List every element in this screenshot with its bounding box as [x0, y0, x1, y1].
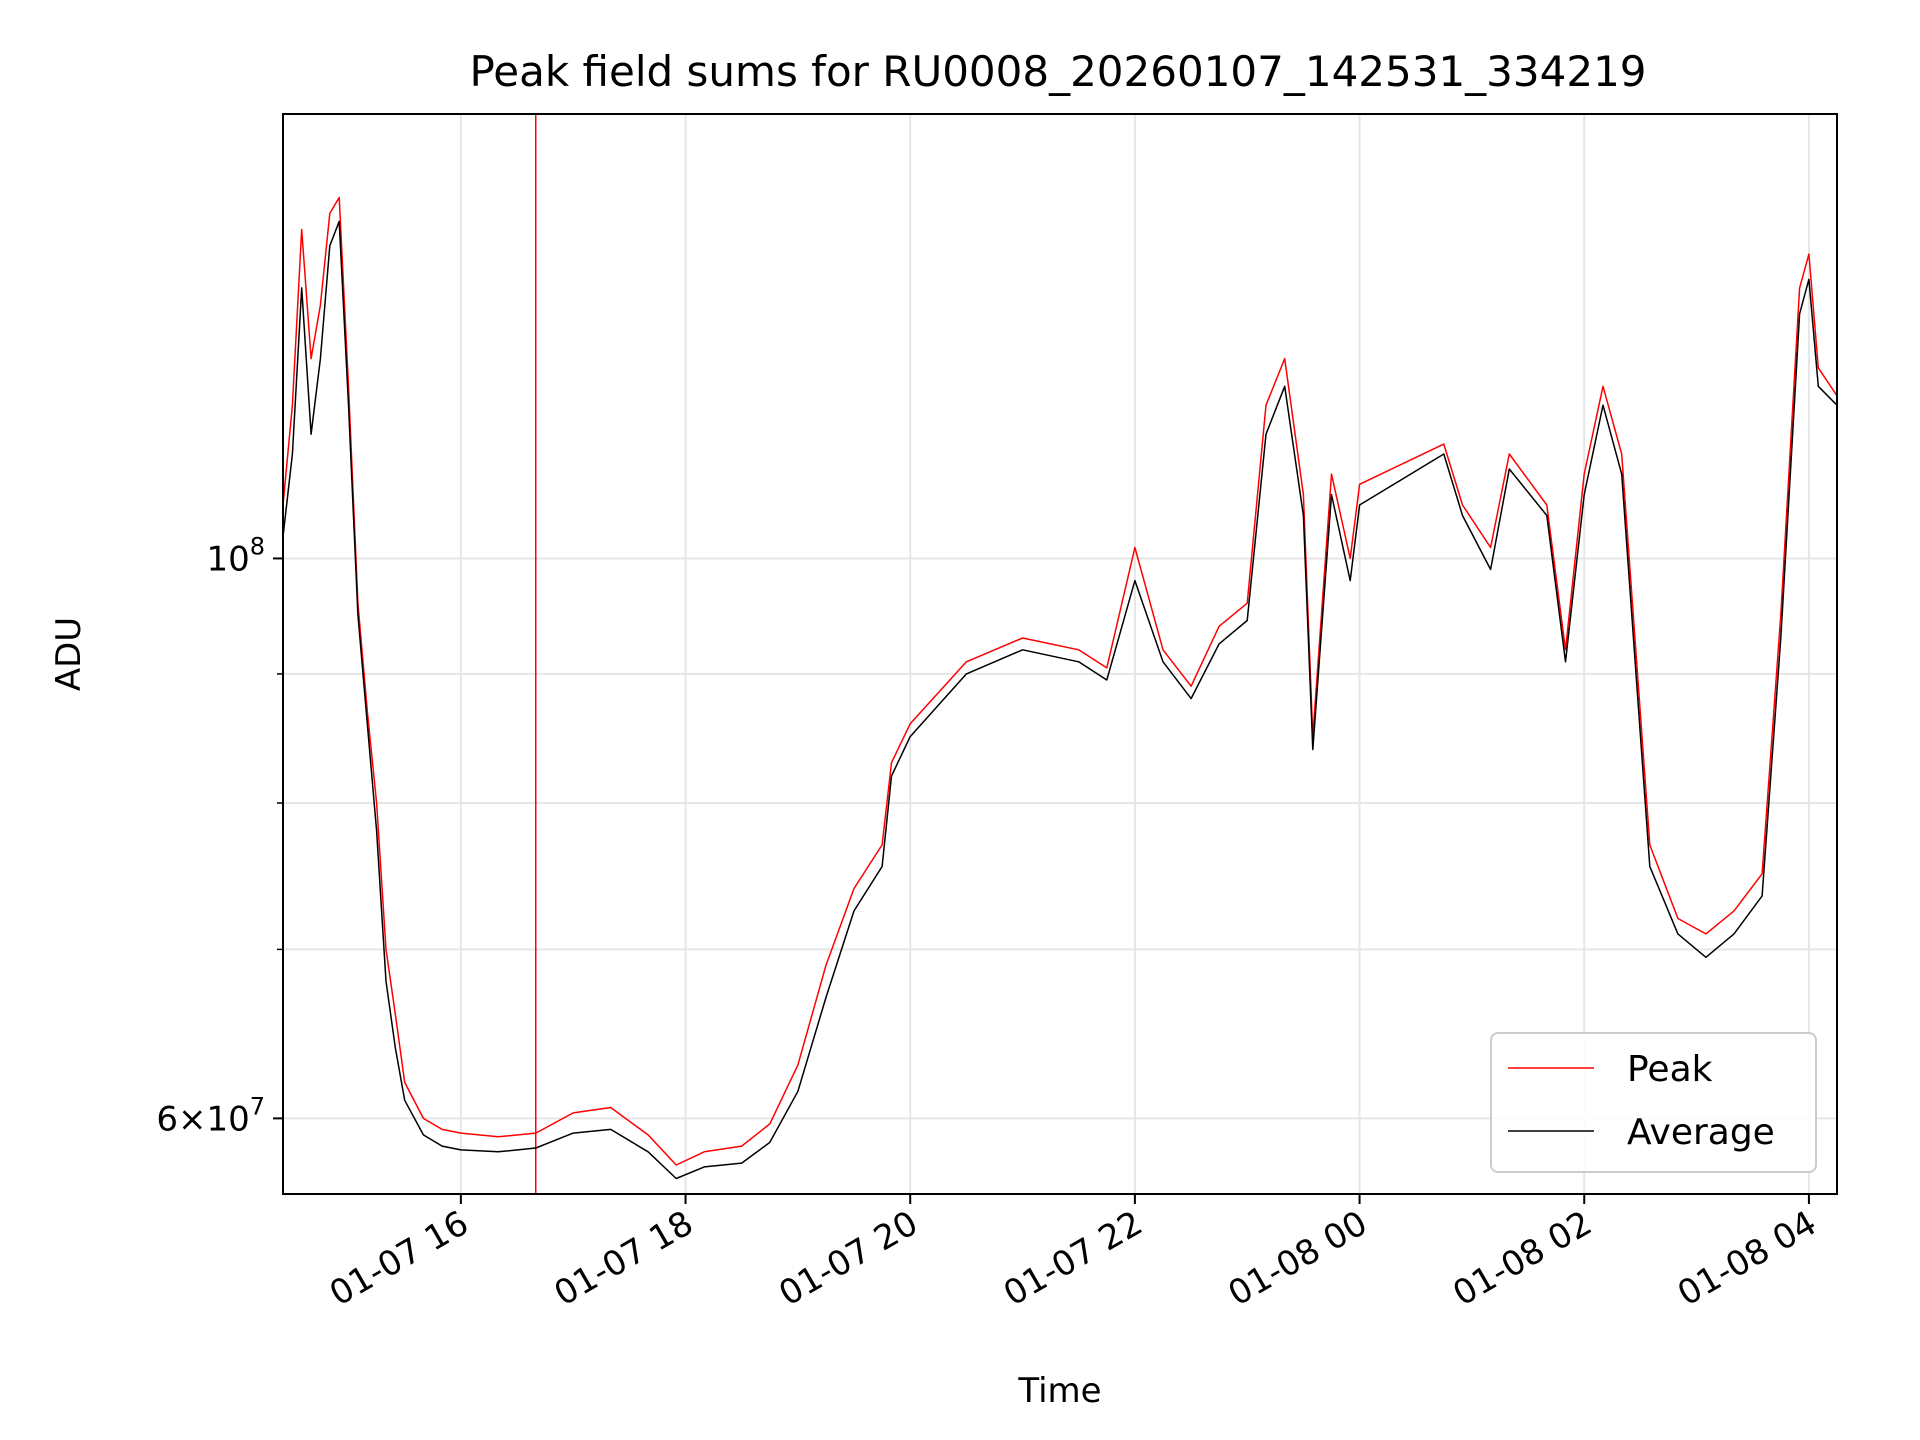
legend-label-peak: Peak	[1627, 1049, 1713, 1090]
legend-label-average: Average	[1627, 1112, 1775, 1153]
x-axis-label: Time	[1017, 1371, 1101, 1411]
series-line-average	[283, 220, 1837, 1180]
y-tick-label: 6×107	[156, 1092, 265, 1139]
series-line-peak	[283, 196, 1837, 1166]
grid-lines	[283, 114, 1837, 1194]
y-axis-label: ADU	[49, 617, 89, 691]
plot-area	[283, 114, 1837, 1194]
y-tick-label: 108	[206, 532, 265, 579]
y-axis: 108 6×107	[156, 532, 283, 1139]
chart-title: Peak field sums for RU0008_20260107_1425…	[469, 47, 1646, 96]
axes-frame	[282, 113, 1838, 1195]
legend: Peak Average	[1490, 1032, 1817, 1173]
series-layer	[283, 114, 1837, 1194]
